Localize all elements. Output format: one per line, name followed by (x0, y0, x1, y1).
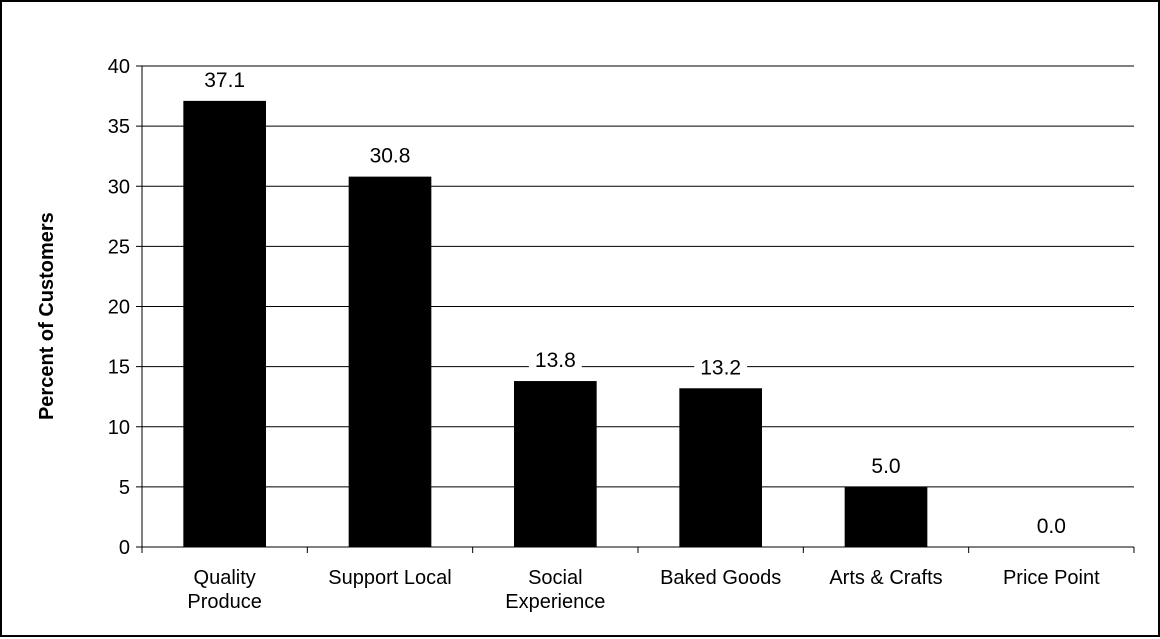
y-tick-label: 15 (108, 357, 130, 379)
x-tick-label: Experience (505, 591, 605, 613)
data-label-background (198, 67, 252, 93)
bar (679, 388, 762, 547)
data-label: 13.8 (535, 349, 576, 372)
y-tick-label: 30 (108, 176, 130, 198)
x-tick-label: Produce (187, 591, 262, 613)
bar (844, 486, 928, 547)
data-label-background (528, 348, 582, 374)
data-label: 30.8 (370, 145, 411, 168)
axes (136, 65, 1135, 553)
x-tick-label: Social (528, 567, 582, 589)
y-tick-label: 25 (108, 236, 130, 258)
y-tick-label: 10 (108, 417, 130, 439)
x-tick-label: Arts & Crafts (829, 567, 942, 589)
y-tick-label: 0 (119, 537, 130, 559)
bar (348, 176, 432, 547)
x-tick-label: Quality (194, 567, 256, 589)
data-label-background (694, 355, 748, 381)
bars (183, 100, 928, 547)
y-tick-label: 20 (108, 297, 130, 319)
x-tick-label: Baked Goods (660, 567, 781, 589)
bar (514, 381, 597, 547)
data-label-background (1030, 514, 1072, 539)
data-label-background (865, 453, 907, 479)
y-tick-label: 35 (108, 116, 130, 138)
data-label: 0.0 (1037, 515, 1066, 538)
x-tick-label: Support Local (328, 567, 451, 589)
data-label: 37.1 (204, 69, 245, 92)
y-tick-label: 5 (119, 477, 130, 499)
y-axis-title: Percent of Customers (36, 212, 58, 420)
bar (183, 100, 266, 547)
x-tick-label: Price Point (1003, 567, 1100, 589)
y-tick-label: 40 (108, 56, 130, 78)
data-label: 13.2 (700, 356, 741, 379)
data-label-background (363, 143, 417, 169)
gridlines (142, 65, 1134, 488)
data-label: 5.0 (871, 455, 900, 478)
